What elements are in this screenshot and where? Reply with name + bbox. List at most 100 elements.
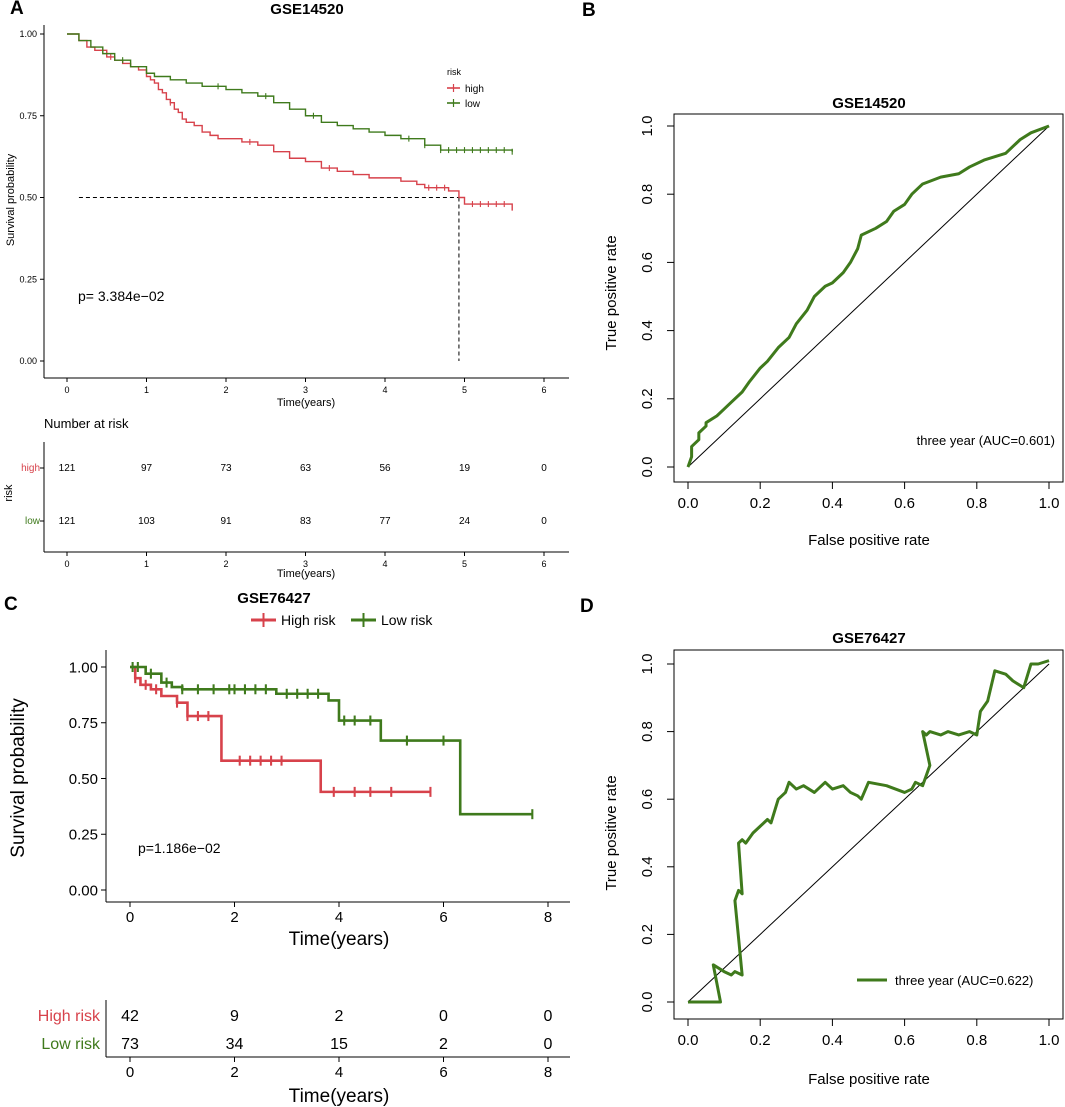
y-tick-label: 0.00 <box>19 356 37 366</box>
risk-row-label: Low risk <box>41 1036 101 1053</box>
y-tick-label: 0.25 <box>19 274 37 284</box>
risk-table-y-label: risk <box>3 484 15 502</box>
y-tick-label: 0.4 <box>639 856 656 877</box>
x-tick-label: 1.0 <box>1039 1032 1060 1049</box>
x-tick-label: 6 <box>439 1064 447 1081</box>
panel-c: C GSE76427 High risk Low risk Survival p… <box>4 590 570 1107</box>
survival-curve-high <box>67 33 513 211</box>
roc-curve <box>688 659 1050 1004</box>
risk-row-label: High risk <box>38 1008 101 1025</box>
x-tick-label: 0.0 <box>678 495 699 512</box>
x-tick-label: 4 <box>382 385 387 395</box>
diagonal-reference-line <box>687 125 1050 468</box>
x-tick-label: 0.2 <box>750 495 771 512</box>
chart-title: GSE14520 <box>270 1 343 18</box>
y-tick-label: 0.0 <box>639 457 656 478</box>
chart-title: GSE76427 <box>832 630 905 647</box>
x-tick-label: 6 <box>541 559 546 569</box>
x-tick-label: 0 <box>64 559 69 569</box>
x-tick-label: 4 <box>335 1064 343 1081</box>
risk-count: 0 <box>541 463 547 474</box>
x-axis-label: False positive rate <box>808 532 930 549</box>
legend-label-high: high <box>465 84 484 95</box>
x-tick-label: 0.8 <box>966 495 987 512</box>
y-tick-label: 0.50 <box>69 771 98 788</box>
y-tick-label: 0.6 <box>639 252 656 273</box>
risk-count: 73 <box>220 463 232 474</box>
x-tick-label: 0.6 <box>894 1032 915 1049</box>
x-tick-label: 2 <box>230 1064 238 1081</box>
x-tick-label: 8 <box>544 909 552 926</box>
risk-count: 97 <box>141 463 153 474</box>
legend-label-low-risk: Low risk <box>381 612 433 628</box>
x-tick-label: 6 <box>439 909 447 926</box>
p-value-label: p= 3.384e−02 <box>78 288 165 304</box>
panel-label-a: A <box>10 0 24 19</box>
risk-count: 0 <box>544 1008 553 1025</box>
x-tick-label: 0.6 <box>894 495 915 512</box>
risk-row-label: high <box>21 463 40 474</box>
y-tick-label: 0.25 <box>69 827 98 844</box>
y-tick-label: 0.4 <box>639 320 656 341</box>
risk-count: 121 <box>59 463 76 474</box>
y-tick-label: 0.2 <box>639 388 656 409</box>
survival-curve-low <box>67 33 513 152</box>
y-axis-label: Survival probability <box>5 153 17 246</box>
x-tick-label: 0 <box>126 909 134 926</box>
legend-label-low: low <box>465 99 481 110</box>
y-tick-label: 0.8 <box>639 184 656 205</box>
x-tick-label: 4 <box>335 909 343 926</box>
risk-count: 0 <box>439 1008 448 1025</box>
survival-curve-low-risk <box>130 665 533 816</box>
y-tick-label: 0.50 <box>19 193 37 203</box>
risk-count: 56 <box>379 463 391 474</box>
y-tick-label: 0.0 <box>639 992 656 1013</box>
x-tick-label: 3 <box>303 559 308 569</box>
x-tick-label: 2 <box>223 559 228 569</box>
risk-count: 34 <box>226 1036 244 1053</box>
x-axis-label: Time(years) <box>289 929 390 950</box>
y-tick-label: 0.75 <box>69 715 98 732</box>
risk-count: 0 <box>541 516 547 527</box>
diagonal-reference-line <box>687 663 1050 1003</box>
risk-count: 0 <box>544 1036 553 1053</box>
y-axis-label: True positive rate <box>603 775 620 890</box>
x-tick-label: 2 <box>223 385 228 395</box>
legend-label-high-risk: High risk <box>281 612 336 628</box>
x-tick-label: 0.4 <box>822 495 843 512</box>
risk-count: 73 <box>121 1036 139 1053</box>
legend-label: three year (AUC=0.622) <box>895 973 1033 988</box>
legend: High risk Low risk <box>251 612 433 628</box>
legend-label: three year (AUC=0.601) <box>917 433 1055 448</box>
y-tick-label: 1.00 <box>19 29 37 39</box>
risk-count: 2 <box>439 1036 448 1053</box>
y-axis-label: True positive rate <box>603 235 620 350</box>
legend: risk high low <box>447 67 484 110</box>
x-tick-label: 5 <box>462 385 467 395</box>
risk-row-label: low <box>25 516 41 527</box>
risk-count: 121 <box>59 516 76 527</box>
risk-count: 42 <box>121 1008 139 1025</box>
x-axis-label: False positive rate <box>808 1071 930 1088</box>
legend-title: risk <box>447 67 461 77</box>
median-survival-line <box>78 197 460 361</box>
risk-count: 19 <box>459 463 471 474</box>
panel-a: A GSE14520 Survival probability Time(yea… <box>3 0 569 580</box>
y-tick-label: 0.6 <box>639 789 656 810</box>
x-tick-label: 0.4 <box>822 1032 843 1049</box>
risk-table-title: Number at risk <box>44 416 129 431</box>
risk-table-x-label: Time(years) <box>289 1086 390 1107</box>
y-tick-label: 0.00 <box>69 882 98 899</box>
x-tick-label: 5 <box>462 559 467 569</box>
x-tick-label: 2 <box>230 909 238 926</box>
risk-table-x-label: Time(years) <box>277 568 335 580</box>
panel-label-d: D <box>580 596 594 617</box>
p-value-label: p=1.186e−02 <box>138 840 221 856</box>
x-tick-label: 8 <box>544 1064 552 1081</box>
x-tick-label: 4 <box>382 559 387 569</box>
y-axis-label: Survival probability <box>8 698 29 858</box>
x-tick-label: 1 <box>144 559 149 569</box>
x-tick-label: 1 <box>144 385 149 395</box>
x-tick-label: 0 <box>64 385 69 395</box>
risk-count: 2 <box>335 1008 344 1025</box>
